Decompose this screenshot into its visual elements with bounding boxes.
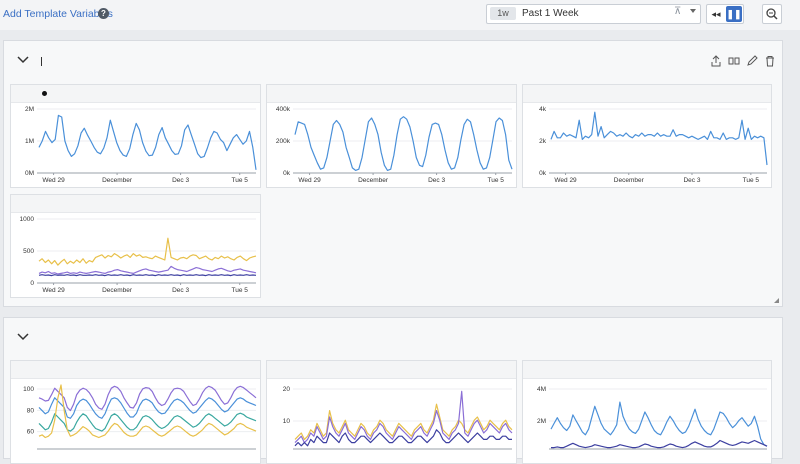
series-line xyxy=(551,439,768,449)
help-icon[interactable]: ? xyxy=(98,8,109,19)
series-line xyxy=(294,403,513,441)
chevron-down-icon[interactable] xyxy=(16,332,30,342)
widget-group-1: 0M 1M 2M Wed 29 December Dec 3 Tue 5 0k 200k 400… xyxy=(3,40,783,307)
y-tick-label: 2M xyxy=(537,418,546,425)
timeseries-chart: 0k 200k 400k Wed 29 December Dec 3 Tue 5 xyxy=(276,106,513,184)
widget-title-bar xyxy=(11,195,260,213)
widget-title-bar xyxy=(11,85,260,103)
edit-icon[interactable] xyxy=(746,55,758,67)
y-tick-label: 60 xyxy=(27,429,35,436)
series-line xyxy=(38,265,257,275)
zoom-out-button[interactable] xyxy=(762,4,782,24)
status-dot xyxy=(42,91,47,96)
y-tick-label: 400k xyxy=(276,106,291,113)
series-line xyxy=(294,116,513,172)
x-tick-label: Tue 5 xyxy=(488,177,505,184)
group-title-input[interactable] xyxy=(41,57,42,66)
chevron-down-icon[interactable] xyxy=(16,55,30,65)
y-tick-label: 1000 xyxy=(20,216,35,223)
widget-title-bar xyxy=(267,361,516,379)
y-tick-label: 0 xyxy=(30,280,34,287)
y-tick-label: 1M xyxy=(25,138,34,145)
series-line xyxy=(550,401,768,447)
widget-title-bar xyxy=(523,85,771,103)
timeseries-widget-7[interactable]: 4M 2M xyxy=(522,360,772,464)
x-tick-label: Tue 5 xyxy=(232,287,249,294)
y-tick-label: 80 xyxy=(27,407,35,414)
widget-group-2: 100 80 60 20 10 4M 2M xyxy=(3,317,783,464)
y-tick-label: 10 xyxy=(283,418,291,425)
x-tick-label: Dec 3 xyxy=(428,177,445,184)
timeseries-widget-1[interactable]: 0M 1M 2M Wed 29 December Dec 3 Tue 5 xyxy=(10,84,261,188)
x-tick-label: December xyxy=(358,177,389,184)
playback-controls: ◂◂ ❚❚ xyxy=(706,4,744,24)
timeseries-chart: 4M 2M xyxy=(537,386,768,450)
series-line xyxy=(38,385,257,412)
x-tick-label: Wed 29 xyxy=(42,287,65,294)
series-line xyxy=(550,111,768,166)
widget-title-bar xyxy=(523,361,771,379)
timeseries-widget-5[interactable]: 100 80 60 xyxy=(10,360,261,464)
x-tick-label: December xyxy=(614,177,645,184)
y-tick-label: 0M xyxy=(25,170,34,177)
x-tick-label: Dec 3 xyxy=(683,177,700,184)
timeseries-chart: 0 500 1000 Wed 29 December Dec 3 Tue 5 xyxy=(20,216,257,294)
widget-title-bar xyxy=(11,361,260,379)
series-line xyxy=(38,114,257,170)
timeseries-widget-4[interactable]: 0 500 1000 Wed 29 December Dec 3 Tue 5 xyxy=(10,194,261,298)
x-tick-label: Dec 3 xyxy=(172,287,189,294)
series-line xyxy=(38,384,257,439)
y-tick-label: 0k xyxy=(283,170,291,177)
y-tick-label: 200k xyxy=(276,138,291,145)
y-tick-label: 500 xyxy=(23,248,34,255)
x-tick-label: Wed 29 xyxy=(42,177,65,184)
timeseries-chart: 0k 2k 4k Wed 29 December Dec 3 Tue 5 xyxy=(539,106,768,184)
series-line xyxy=(294,390,513,444)
x-tick-label: Tue 5 xyxy=(232,177,249,184)
x-tick-label: Tue 5 xyxy=(743,177,760,184)
export-icon[interactable] xyxy=(710,55,722,67)
timeseries-chart: 100 80 60 xyxy=(23,384,257,450)
x-tick-label: December xyxy=(102,287,133,294)
group-actions xyxy=(707,55,777,69)
rewind-icon[interactable]: ◂◂ xyxy=(711,9,721,19)
y-tick-label: 4k xyxy=(539,106,547,113)
add-template-variables-link[interactable]: Add Template Variables xyxy=(3,8,113,20)
chevron-down-icon[interactable] xyxy=(690,9,696,13)
series-line xyxy=(38,412,257,432)
series-line xyxy=(38,237,257,266)
series-line xyxy=(38,274,257,277)
resize-handle[interactable] xyxy=(774,298,779,303)
timeseries-widget-3[interactable]: 0k 2k 4k Wed 29 December Dec 3 Tue 5 xyxy=(522,84,772,188)
y-tick-label: 2k xyxy=(539,138,547,145)
zoom-icon xyxy=(766,8,778,20)
series-line xyxy=(294,429,512,447)
pin-icon[interactable]: ⊼ xyxy=(674,6,682,17)
time-range-label: Past 1 Week xyxy=(522,8,579,19)
x-tick-label: December xyxy=(102,177,133,184)
time-range-badge: 1w xyxy=(490,7,516,20)
pause-icon[interactable]: ❚❚ xyxy=(726,6,742,22)
y-tick-label: 100 xyxy=(23,386,34,393)
dashboard-header: Add Template Variables ? 1w Past 1 Week … xyxy=(0,0,800,30)
delete-icon[interactable] xyxy=(764,55,776,67)
x-tick-label: Wed 29 xyxy=(298,177,321,184)
timeseries-chart: 0M 1M 2M Wed 29 December Dec 3 Tue 5 xyxy=(25,106,257,184)
y-tick-label: 4M xyxy=(537,386,546,393)
widget-title-bar xyxy=(267,85,516,103)
x-tick-label: Wed 29 xyxy=(554,177,577,184)
y-tick-label: 20 xyxy=(283,386,291,393)
split-icon[interactable] xyxy=(728,55,740,67)
time-range-picker[interactable]: 1w Past 1 Week ⊼ xyxy=(486,4,701,24)
timeseries-widget-6[interactable]: 20 10 xyxy=(266,360,517,464)
y-tick-label: 2M xyxy=(25,106,34,113)
y-tick-label: 0k xyxy=(539,170,547,177)
x-tick-label: Dec 3 xyxy=(172,177,189,184)
timeseries-widget-2[interactable]: 0k 200k 400k Wed 29 December Dec 3 Tue 5 xyxy=(266,84,517,188)
series-line xyxy=(38,397,257,419)
